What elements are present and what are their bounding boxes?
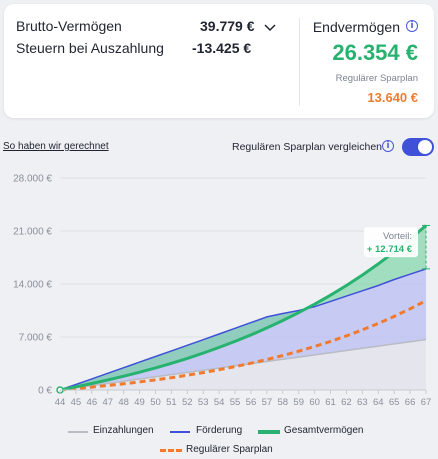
calculation-link[interactable]: So haben wir gerechnet <box>3 141 109 152</box>
y-tick-label: 0 € <box>38 386 52 397</box>
info-icon[interactable]: i <box>382 140 394 152</box>
chevron-down-icon[interactable] <box>264 24 276 32</box>
legend-swatch-sparplan <box>160 449 182 452</box>
y-tick-label: 21.000 € <box>13 227 52 238</box>
x-tick-label: 58 <box>277 397 288 408</box>
legend-gesamtvermoegen: Gesamtvermögen <box>284 425 364 436</box>
x-tick-label: 67 <box>421 397 432 408</box>
steuern-value: -13.425 € <box>192 40 252 56</box>
x-tick-label: 64 <box>373 397 384 408</box>
x-tick-label: 57 <box>262 397 273 408</box>
legend-einzahlungen: Einzahlungen <box>93 425 154 436</box>
x-tick-label: 60 <box>309 397 320 408</box>
endvermoegen-value: 26.354 € <box>332 40 418 65</box>
series-line-foerderung <box>59 268 427 391</box>
y-tick-label: 7.000 € <box>19 333 53 344</box>
compare-toggle[interactable] <box>402 138 434 156</box>
sparplan-value: 13.640 € <box>367 90 418 105</box>
x-tick-label: 49 <box>134 397 145 408</box>
x-tick-label: 50 <box>150 397 161 408</box>
x-tick-label: 48 <box>118 397 129 408</box>
card-divider <box>299 18 300 106</box>
info-icon[interactable]: i <box>406 20 418 32</box>
legend-swatch-foerderung <box>170 431 190 433</box>
x-tick-label: 61 <box>325 397 336 408</box>
x-tick-label: 66 <box>405 397 416 408</box>
compare-label: Regulären Sparplan vergleichen <box>232 141 383 153</box>
sparplan-label: Regulärer Sparplan <box>335 73 418 84</box>
growth-chart: 0 € 7.000 € 14.000 € 21.000 € 28.000 € 44 45 46… <box>13 174 432 409</box>
x-tick-label: 47 <box>102 397 113 408</box>
x-tick-label: 52 <box>182 397 193 408</box>
endvermoegen-title: Endvermögen <box>312 19 400 35</box>
brutto-label: Brutto-Vermögen <box>16 18 122 34</box>
x-tick-label: 55 <box>230 397 241 408</box>
x-tick-label: 45 <box>71 397 82 408</box>
x-tick-label: 46 <box>87 397 98 408</box>
x-tick-label: 53 <box>198 397 209 408</box>
x-tick-label: 54 <box>214 397 225 408</box>
advantage-value: + 12.714 € <box>367 244 413 255</box>
series-line-gesamtvermoegen <box>59 224 427 392</box>
steuern-label: Steuern bei Auszahlung <box>16 40 164 56</box>
legend-swatch-einzahlungen <box>68 431 88 433</box>
series-line-regulaerer-sparplan <box>59 299 427 392</box>
legend-regulaerer-sparplan: Regulärer Sparplan <box>186 444 273 455</box>
x-tick-label: 44 <box>55 397 66 408</box>
x-tick-label: 51 <box>166 397 177 408</box>
legend-foerderung: Förderung <box>196 425 243 436</box>
y-tick-label: 14.000 € <box>13 280 52 291</box>
x-tick-label: 63 <box>357 397 368 408</box>
x-tick-label: 65 <box>389 397 400 408</box>
x-tick-label: 59 <box>293 397 304 408</box>
legend-swatch-gesamt <box>258 430 280 434</box>
toggle-knob <box>418 140 432 154</box>
y-tick-label: 28.000 € <box>13 174 52 185</box>
x-tick-label: 62 <box>341 397 352 408</box>
summary-card: Brutto-Vermögen 39.779 € Steuern bei Aus… <box>4 4 434 118</box>
brutto-value[interactable]: 39.779 € <box>200 18 255 34</box>
advantage-label: Vorteil: <box>383 231 412 242</box>
x-tick-label: 56 <box>246 397 257 408</box>
advantage-box <box>364 227 418 258</box>
